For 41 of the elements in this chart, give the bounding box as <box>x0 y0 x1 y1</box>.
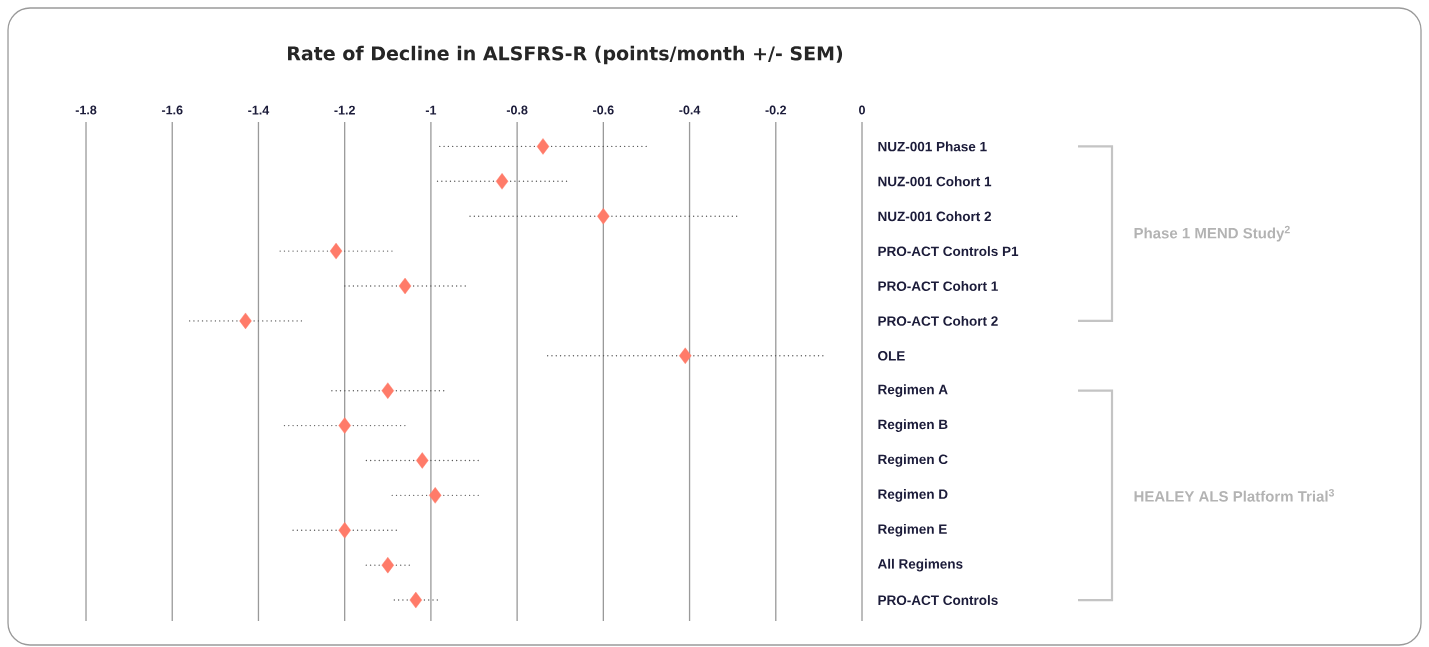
point <box>338 417 351 434</box>
x-tick-label: -1 <box>425 105 437 115</box>
x-tick-label: -0.4 <box>679 105 701 115</box>
x-tick-label: -1.6 <box>161 105 183 115</box>
x-tick-label: -0.2 <box>765 105 787 115</box>
point <box>398 277 412 295</box>
y-tick-label: Regimen A <box>878 384 948 397</box>
point <box>429 487 442 504</box>
x-tick-label: -1.2 <box>334 105 355 115</box>
x-tick-label: -1.8 <box>75 105 97 115</box>
point <box>495 173 509 190</box>
y-tick-label: All Regimens <box>877 558 963 572</box>
point <box>416 452 429 469</box>
point <box>338 522 351 539</box>
x-tick-label: -0.8 <box>506 105 528 115</box>
text: HEALEY ALS Platform Trial$^{3}$ <box>1134 489 1335 502</box>
point <box>536 138 550 155</box>
point <box>679 347 692 364</box>
point <box>381 382 394 399</box>
y-tick-label: NUZ-001 Cohort 1 <box>878 176 992 187</box>
point <box>409 591 423 609</box>
y-tick-label: Regimen E <box>878 523 947 537</box>
x-tick-label: 0 <box>859 105 865 115</box>
point <box>597 208 610 225</box>
y-tick-label: NUZ-001 Phase 1 <box>878 141 987 152</box>
y-tick-label: Regimen B <box>878 419 948 432</box>
y-tick-label: PRO-ACT Controls P1 <box>878 246 1019 257</box>
point <box>239 312 252 330</box>
point <box>329 242 343 260</box>
y-tick-label: Regimen D <box>878 489 948 502</box>
y-tick-label: NUZ-001 Cohort 2 <box>878 211 991 222</box>
y-tick-label: OLE <box>878 351 905 361</box>
y-tick-label: Regimen C <box>878 454 948 467</box>
x-tick-label: -1.4 <box>248 105 270 115</box>
y-tick-label: PRO-ACT Cohort 1 <box>878 281 998 291</box>
chart-title: Rate of Decline in ALSFRS-R (points/month +/- SEM) <box>288 45 843 65</box>
point <box>381 556 394 574</box>
text: Phase 1 MEND Study$^{2}$ <box>1134 225 1290 242</box>
x-tick-label: -0.6 <box>593 105 614 115</box>
y-tick-label: PRO-ACT Cohort 2 <box>878 315 998 326</box>
y-tick-label: PRO-ACT Controls <box>878 595 998 605</box>
